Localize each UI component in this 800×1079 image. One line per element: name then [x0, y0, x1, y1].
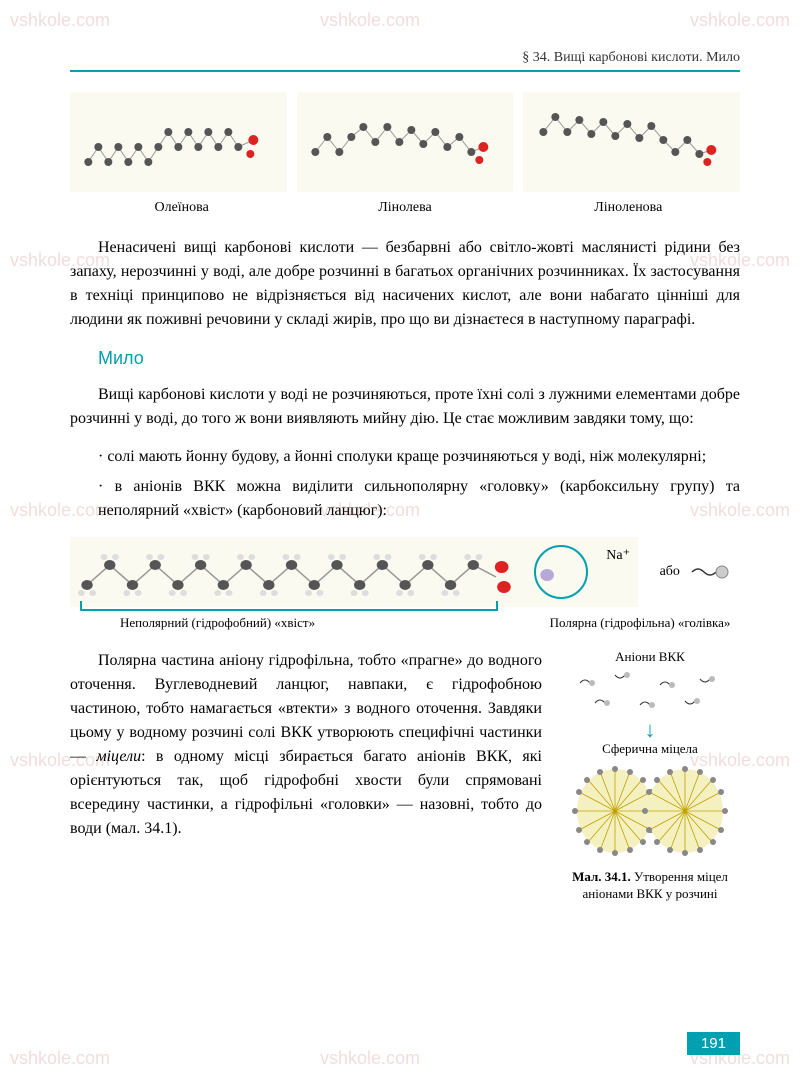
label-oleic: Олеїнова: [70, 200, 293, 216]
soap-anion-diagram: Na⁺ або: [70, 537, 740, 607]
polar-head-circle: [534, 545, 588, 599]
page-number: 191: [687, 1032, 740, 1055]
chapter-header: § 34. Вищі карбонові кислоти. Мило: [70, 50, 740, 72]
figure-caption: Мал. 34.1. Утворення міцел аніонами ВКК …: [560, 869, 740, 903]
bullet-anion: · в аніонів ВКК можна виділити сильнопол…: [98, 475, 740, 523]
or-label: або: [660, 564, 680, 579]
molecule-linoleic: [297, 92, 514, 192]
molecule-labels: Олеїнова Лінолева Ліноленова: [70, 200, 740, 216]
molecule-figures-row: [70, 92, 740, 192]
nonpolar-bracket: [80, 601, 498, 611]
paragraph-unsaturated: Ненасичені вищі карбонові кислоти — безб…: [70, 236, 740, 332]
sodium-label: Na⁺: [606, 547, 630, 564]
figure-34-1: Аніони ВКК ↓ Сферична міцела: [560, 649, 740, 903]
micelle-icon: [560, 761, 740, 861]
micelle-label: Сферична міцела: [560, 741, 740, 757]
paragraph-soap-intro: Вищі карбонові кислоти у воді не розчиня…: [70, 383, 740, 431]
polar-label: Полярна (гідрофільна) «голівка»: [540, 615, 740, 631]
bullet-ionic: · солі мають йонну будову, а йонні сполу…: [98, 445, 740, 469]
nonpolar-label: Неполярний (гідрофобний) «хвіст»: [70, 615, 540, 631]
paragraph-micelle: Полярна частина аніону гідрофільна, тобт…: [70, 649, 542, 841]
molecule-oleic: [70, 92, 287, 192]
diagram-labels: Неполярний (гідрофобний) «хвіст» Полярна…: [70, 615, 740, 631]
arrow-down-icon: ↓: [560, 719, 740, 741]
label-linoleic: Лінолева: [293, 200, 516, 216]
figure-caption-number: Мал. 34.1.: [572, 869, 631, 884]
label-linolenic: Ліноленова: [517, 200, 740, 216]
or-tadpole-symbol: або: [650, 564, 740, 580]
fatty-chain-figure: Na⁺: [70, 537, 638, 607]
watermark: vshkole.com: [10, 1048, 110, 1069]
molecule-linolenic: [523, 92, 740, 192]
anions-label: Аніони ВКК: [560, 649, 740, 665]
section-title-soap: Мило: [98, 348, 740, 369]
watermark: vshkole.com: [320, 1048, 420, 1069]
anions-scatter-icon: [560, 665, 740, 715]
